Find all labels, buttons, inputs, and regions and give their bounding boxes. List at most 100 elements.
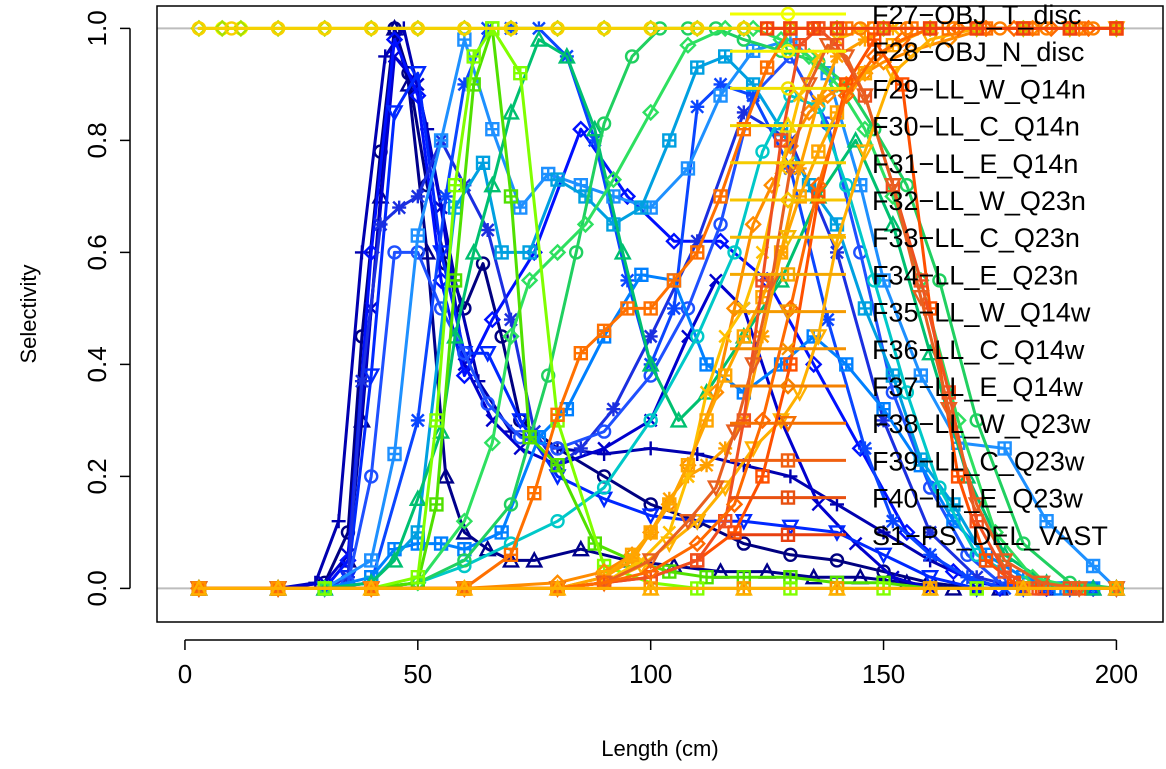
data-point (548, 243, 567, 262)
data-point (457, 553, 472, 568)
data-point (362, 578, 381, 596)
data-point (503, 547, 519, 562)
data-point (550, 172, 565, 187)
data-point (568, 245, 584, 260)
data-point (679, 36, 697, 54)
data-point (438, 189, 453, 204)
data-point (699, 570, 714, 585)
x-tick-label: 200 (1095, 659, 1138, 689)
data-point (713, 217, 728, 232)
data-point (643, 525, 658, 540)
y-tick-label: 0.2 (82, 458, 112, 494)
data-point (666, 273, 682, 288)
legend-marker (781, 155, 795, 170)
legend-item: F33−LL_C_Q23n (730, 223, 1080, 253)
data-point (503, 189, 519, 204)
data-point (932, 480, 947, 495)
data-point (331, 514, 346, 529)
y-tick-label: 0.0 (82, 570, 112, 606)
data-point (1014, 578, 1033, 596)
data-point (688, 514, 707, 531)
data-point (571, 539, 590, 557)
data-point (874, 547, 893, 565)
data-point (894, 77, 910, 92)
data-point (811, 497, 826, 512)
series-33 (759, 21, 1124, 36)
legend-item: F27−OBJ_T_disc (730, 0, 1081, 30)
data-point (755, 290, 770, 305)
data-point (713, 77, 728, 92)
data-point (755, 329, 770, 344)
data-point (634, 200, 649, 215)
data-point (818, 38, 837, 55)
data-point (755, 144, 770, 159)
legend-item: F38−LL_W_Q23w (730, 409, 1091, 439)
data-point (573, 346, 589, 361)
data-point (969, 21, 984, 36)
data-point (387, 446, 402, 462)
data-point (885, 514, 900, 529)
data-point (725, 424, 744, 442)
data-point (811, 94, 826, 109)
data-point (688, 534, 706, 553)
data-point (455, 366, 474, 385)
data-point (643, 21, 658, 36)
data-point (457, 77, 472, 92)
data-point (643, 301, 658, 316)
data-point (949, 19, 967, 38)
data-point (718, 441, 733, 456)
y-tick-label: 0.4 (82, 346, 112, 382)
data-point (634, 267, 649, 282)
data-point (527, 486, 542, 501)
data-point (690, 329, 705, 344)
data-point (618, 187, 637, 206)
legend-label: F39−LL_C_Q23w (872, 446, 1085, 476)
legend-marker (778, 416, 798, 433)
data-point (387, 245, 402, 260)
data-point (613, 242, 632, 260)
data-point (503, 312, 518, 327)
data-point (753, 411, 772, 430)
data-point (725, 495, 744, 514)
data-point (885, 368, 901, 383)
data-point (690, 99, 705, 114)
data-point (364, 469, 379, 484)
data-point (550, 441, 565, 456)
data-point (643, 441, 658, 456)
data-point (1062, 21, 1078, 36)
data-point (604, 170, 623, 189)
data-point (783, 21, 798, 36)
legend-item: F40−LL_E_Q23w (730, 484, 1083, 514)
data-point (1079, 19, 1098, 38)
data-point (624, 547, 640, 562)
legend-marker (780, 267, 796, 282)
data-point (494, 245, 509, 260)
data-point (620, 273, 635, 288)
data-point (410, 228, 426, 243)
data-point (541, 368, 556, 383)
data-point (624, 49, 640, 64)
legend-marker (781, 341, 795, 356)
data-point (433, 133, 449, 148)
data-point (899, 385, 915, 400)
data-point (641, 354, 660, 372)
data-point (727, 245, 742, 260)
legend-item: F29−LL_W_Q14n (730, 74, 1086, 104)
data-point (827, 578, 846, 596)
data-point (475, 155, 491, 170)
data-point (550, 407, 565, 422)
data-point (809, 176, 828, 194)
data-point (690, 60, 705, 75)
data-point (867, 32, 882, 47)
data-point (699, 413, 714, 428)
data-point (662, 133, 677, 148)
data-point (525, 550, 544, 568)
legend-label: F35−LL_W_Q14w (872, 298, 1091, 328)
data-point (690, 21, 705, 36)
data-point (641, 578, 660, 596)
data-point (911, 290, 930, 307)
data-point (716, 480, 735, 498)
legend-label: S1−PS_DEL_VAST (872, 521, 1108, 551)
data-point (354, 374, 369, 389)
legend-label: F31−LL_E_Q14n (872, 149, 1078, 179)
